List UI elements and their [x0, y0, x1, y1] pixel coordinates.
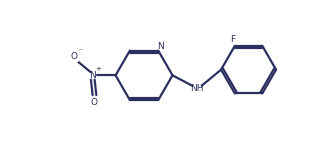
Text: +: +	[95, 66, 102, 72]
Text: N: N	[157, 42, 164, 51]
Text: ⁻: ⁻	[78, 46, 82, 55]
Text: F: F	[230, 35, 236, 44]
Text: NH: NH	[190, 84, 203, 93]
Text: N: N	[89, 71, 96, 80]
Text: O: O	[91, 98, 98, 107]
Text: O: O	[70, 52, 77, 61]
